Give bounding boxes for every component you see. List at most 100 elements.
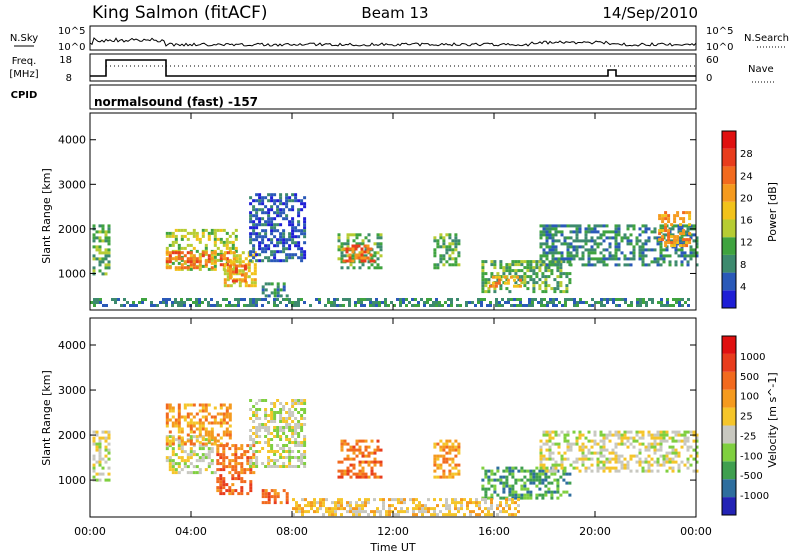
range-time-cell xyxy=(660,304,663,307)
range-time-cell xyxy=(572,460,576,464)
range-time-cell xyxy=(252,208,256,212)
range-time-cell xyxy=(457,510,460,514)
range-time-cell xyxy=(267,456,271,459)
range-time-cell xyxy=(273,450,277,453)
range-time-cell xyxy=(297,423,301,426)
range-time-cell xyxy=(117,298,120,301)
range-time-cell xyxy=(475,504,478,508)
range-time-cell xyxy=(469,498,472,502)
range-time-cell xyxy=(198,468,202,472)
range-time-cell xyxy=(514,513,517,517)
range-time-cell xyxy=(240,273,244,277)
range-time-cell xyxy=(516,304,519,307)
range-time-cell xyxy=(104,448,108,452)
range-time-cell xyxy=(237,471,241,475)
range-time-cell xyxy=(554,466,558,470)
range-time-cell xyxy=(223,284,227,288)
colorbar-segment xyxy=(722,425,736,444)
range-time-cell xyxy=(101,227,105,231)
range-time-cell xyxy=(295,507,298,511)
range-time-cell xyxy=(180,246,184,250)
range-time-cell xyxy=(291,223,295,227)
range-time-cell xyxy=(267,444,271,447)
range-time-cell xyxy=(249,298,252,301)
range-time-cell xyxy=(436,454,440,458)
range-time-cell xyxy=(270,414,274,417)
range-time-cell xyxy=(258,235,262,239)
range-time-cell xyxy=(681,304,684,307)
range-time-cell xyxy=(225,421,229,425)
range-time-cell xyxy=(267,438,271,441)
range-time-cell xyxy=(96,298,99,301)
range-time-cell xyxy=(557,442,561,446)
range-time-cell xyxy=(445,501,448,505)
range-time-cell xyxy=(107,242,111,246)
range-time-cell xyxy=(659,448,663,452)
range-time-cell xyxy=(508,272,512,276)
range-time-cell xyxy=(171,234,175,238)
range-time-cell xyxy=(225,483,229,487)
range-time-cell xyxy=(563,242,567,246)
range-time-cell xyxy=(273,411,277,414)
range-time-cell xyxy=(189,456,193,460)
range-time-cell xyxy=(538,269,542,273)
range-time-cell xyxy=(653,439,657,443)
range-time-cell xyxy=(204,444,208,448)
range-time-cell xyxy=(267,462,271,465)
range-time-cell xyxy=(98,448,102,452)
range-time-cell xyxy=(629,457,633,461)
range-time-cell xyxy=(445,460,449,464)
range-time-cell xyxy=(581,457,585,461)
range-time-cell xyxy=(548,233,552,237)
range-time-cell xyxy=(661,229,665,233)
range-time-cell xyxy=(620,463,624,467)
range-time-cell xyxy=(249,435,253,438)
range-time-cell xyxy=(252,304,255,307)
range-time-cell xyxy=(364,510,367,514)
range-time-cell xyxy=(343,469,347,473)
range-time-cell xyxy=(641,460,645,464)
range-time-cell xyxy=(225,246,229,250)
range-time-cell xyxy=(276,298,279,301)
range-time-cell xyxy=(180,456,184,460)
range-time-cell xyxy=(364,448,368,452)
range-time-cell xyxy=(252,250,256,254)
range-time-cell xyxy=(372,259,376,263)
range-time-cell xyxy=(680,260,684,264)
range-time-cell xyxy=(457,254,461,258)
range-time-cell xyxy=(240,462,244,466)
range-time-cell xyxy=(279,408,283,411)
range-time-cell xyxy=(165,301,168,304)
range-time-cell xyxy=(626,466,630,470)
range-time-cell xyxy=(237,474,241,478)
range-time-cell xyxy=(107,251,111,255)
range-time-cell xyxy=(677,466,681,470)
range-time-cell xyxy=(673,238,677,242)
range-time-cell xyxy=(568,281,572,285)
range-time-cell xyxy=(98,451,102,455)
range-time-cell xyxy=(198,433,202,437)
range-time-cell xyxy=(688,238,692,242)
range-time-cell xyxy=(373,451,377,455)
range-time-cell xyxy=(288,426,292,429)
range-time-cell xyxy=(558,301,561,304)
range-time-cell xyxy=(219,237,223,241)
range-time-cell xyxy=(303,241,307,245)
range-time-cell xyxy=(659,263,663,267)
range-time-cell xyxy=(659,442,663,446)
range-time-cell xyxy=(104,233,108,237)
range-time-cell xyxy=(183,254,187,258)
range-time-cell xyxy=(378,304,381,307)
range-time-cell xyxy=(553,278,557,282)
range-time-cell xyxy=(623,233,627,237)
range-time-cell xyxy=(249,196,253,200)
range-time-cell xyxy=(564,298,567,301)
range-time-cell xyxy=(632,439,636,443)
range-time-cell xyxy=(234,465,238,469)
range-time-cell xyxy=(641,248,645,252)
range-time-cell xyxy=(599,460,603,464)
range-time-cell xyxy=(183,442,187,446)
range-time-cell xyxy=(234,489,238,493)
range-time-cell xyxy=(180,436,184,440)
colorbar-tick-label: 12 xyxy=(740,238,753,249)
